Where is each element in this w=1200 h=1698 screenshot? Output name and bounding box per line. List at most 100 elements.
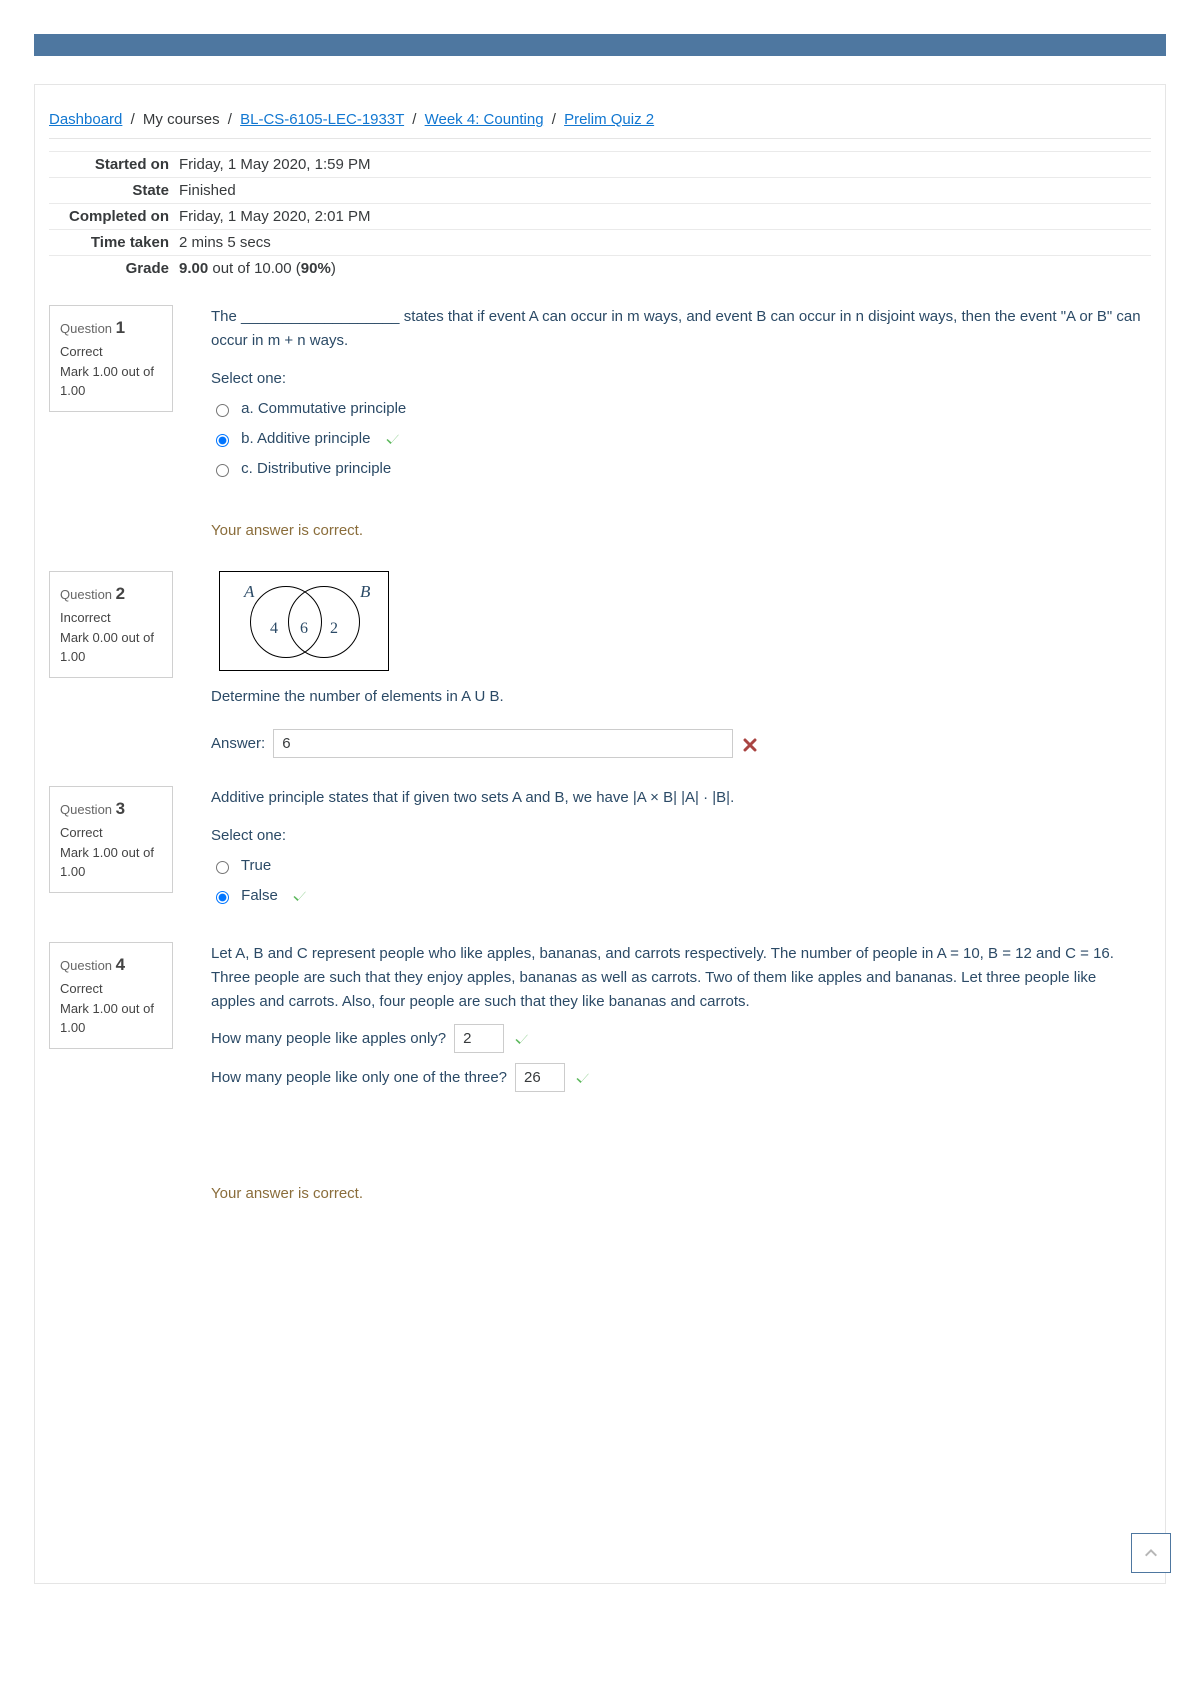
top-bar	[34, 34, 1166, 56]
radio-option-b[interactable]	[216, 434, 229, 447]
breadcrumb-sep: /	[228, 111, 232, 128]
option-label: False	[241, 887, 278, 904]
summary-value: Friday, 1 May 2020, 1:59 PM	[179, 152, 1151, 178]
sub-answer-input[interactable]	[454, 1024, 504, 1053]
summary-label: Started on	[49, 152, 179, 178]
select-one-label: Select one:	[211, 367, 1143, 391]
radio-option-true[interactable]	[216, 861, 229, 874]
option-row: True	[211, 854, 1143, 878]
question-info-box: Question 2 Incorrect Mark 0.00 out of 1.…	[49, 571, 173, 678]
question-text: The ___________________ states that if e…	[211, 305, 1143, 353]
page-container: Dashboard / My courses / BL-CS-6105-LEC-…	[34, 84, 1166, 1584]
venn-only-a: 4	[270, 616, 278, 642]
table-row: Completed on Friday, 1 May 2020, 2:01 PM	[49, 204, 1151, 230]
question-state: Correct	[60, 980, 162, 999]
question-mark: Mark 1.00 out of 1.00	[60, 1000, 162, 1038]
summary-value: Finished	[179, 178, 1151, 204]
venn-label-a: A	[244, 578, 254, 605]
answer-label: Answer:	[211, 732, 265, 756]
question-info-box: Question 3 Correct Mark 1.00 out of 1.00	[49, 786, 173, 893]
feedback-text: Your answer is correct.	[211, 519, 1143, 543]
x-icon	[743, 736, 759, 752]
sub-answer-input[interactable]	[515, 1063, 565, 1092]
sub-question-prompt: How many people like only one of the thr…	[211, 1066, 507, 1090]
breadcrumb-sep: /	[412, 111, 416, 128]
radio-option-c[interactable]	[216, 464, 229, 477]
table-row: Time taken 2 mins 5 secs	[49, 230, 1151, 256]
summary-grade: 9.00 out of 10.00 (90%)	[179, 256, 1151, 282]
summary-value: 2 mins 5 secs	[179, 230, 1151, 256]
question-number: Question 2	[60, 582, 162, 607]
chevron-up-icon	[1143, 1545, 1159, 1561]
answer-input[interactable]	[273, 729, 733, 758]
grade-score: 9.00	[179, 260, 208, 277]
question-block: Question 3 Correct Mark 1.00 out of 1.00…	[49, 786, 1151, 914]
question-text: Let A, B and C represent people who like…	[211, 942, 1143, 1014]
question-content: Let A, B and C represent people who like…	[173, 942, 1151, 1206]
attempt-summary-table: Started on Friday, 1 May 2020, 1:59 PM S…	[49, 151, 1151, 281]
table-row: Grade 9.00 out of 10.00 (90%)	[49, 256, 1151, 282]
back-to-top-button[interactable]	[1131, 1533, 1171, 1573]
option-row: False	[211, 884, 1143, 908]
question-text: Determine the number of elements in A U …	[211, 685, 1143, 709]
question-content: A B 4 6 2 Determine the number of elemen…	[173, 571, 1151, 758]
option-row: c. Distributive principle	[211, 457, 1143, 481]
option-label: a. Commutative principle	[241, 400, 406, 417]
sub-question-row: How many people like only one of the thr…	[211, 1063, 1143, 1092]
breadcrumb-course[interactable]: BL-CS-6105-LEC-1933T	[240, 111, 404, 128]
venn-label-b: B	[360, 578, 370, 605]
question-block: Question 2 Incorrect Mark 0.00 out of 1.…	[49, 571, 1151, 758]
question-state: Correct	[60, 824, 162, 843]
grade-mid: out of 10.00 (	[208, 260, 301, 277]
summary-label: Time taken	[49, 230, 179, 256]
grade-suffix: )	[331, 260, 336, 277]
option-label: True	[241, 857, 271, 874]
question-state: Correct	[60, 343, 162, 362]
venn-only-b: 2	[330, 616, 338, 642]
breadcrumb-my-courses: My courses	[143, 111, 220, 128]
answer-row: Answer:	[211, 729, 1143, 758]
question-block: Question 4 Correct Mark 1.00 out of 1.00…	[49, 942, 1151, 1206]
question-mark: Mark 1.00 out of 1.00	[60, 844, 162, 882]
question-info-box: Question 1 Correct Mark 1.00 out of 1.00	[49, 305, 173, 412]
question-content: Additive principle states that if given …	[173, 786, 1151, 914]
breadcrumb-dashboard[interactable]: Dashboard	[49, 111, 122, 128]
radio-option-false[interactable]	[216, 891, 229, 904]
select-one-label: Select one:	[211, 824, 1143, 848]
question-number: Question 1	[60, 316, 162, 341]
summary-label: Completed on	[49, 204, 179, 230]
venn-circle-b	[288, 586, 360, 658]
summary-value: Friday, 1 May 2020, 2:01 PM	[179, 204, 1151, 230]
option-label: c. Distributive principle	[241, 460, 391, 477]
question-mark: Mark 0.00 out of 1.00	[60, 629, 162, 667]
check-icon	[575, 1070, 591, 1086]
table-row: State Finished	[49, 178, 1151, 204]
question-text: Additive principle states that if given …	[211, 786, 1143, 810]
feedback-text: Your answer is correct.	[211, 1182, 1143, 1206]
question-number: Question 4	[60, 953, 162, 978]
grade-pct: 90%	[301, 260, 331, 277]
breadcrumb-sep: /	[552, 111, 556, 128]
breadcrumb-quiz[interactable]: Prelim Quiz 2	[564, 111, 654, 128]
check-icon	[514, 1031, 530, 1047]
question-block: Question 1 Correct Mark 1.00 out of 1.00…	[49, 305, 1151, 543]
option-label: b. Additive principle	[241, 430, 370, 447]
breadcrumb-sep: /	[131, 111, 135, 128]
check-icon	[292, 888, 308, 904]
summary-label: State	[49, 178, 179, 204]
question-mark: Mark 1.00 out of 1.00	[60, 363, 162, 401]
breadcrumb: Dashboard / My courses / BL-CS-6105-LEC-…	[49, 105, 1151, 139]
question-state: Incorrect	[60, 609, 162, 628]
check-icon	[385, 431, 401, 447]
question-content: The ___________________ states that if e…	[173, 305, 1151, 543]
table-row: Started on Friday, 1 May 2020, 1:59 PM	[49, 152, 1151, 178]
question-info-box: Question 4 Correct Mark 1.00 out of 1.00	[49, 942, 173, 1049]
radio-option-a[interactable]	[216, 404, 229, 417]
sub-question-prompt: How many people like apples only?	[211, 1027, 446, 1051]
summary-label: Grade	[49, 256, 179, 282]
breadcrumb-week[interactable]: Week 4: Counting	[425, 111, 544, 128]
option-row: b. Additive principle	[211, 427, 1143, 451]
venn-intersection: 6	[300, 616, 308, 642]
venn-diagram: A B 4 6 2	[219, 571, 389, 671]
sub-question-row: How many people like apples only?	[211, 1024, 1143, 1053]
